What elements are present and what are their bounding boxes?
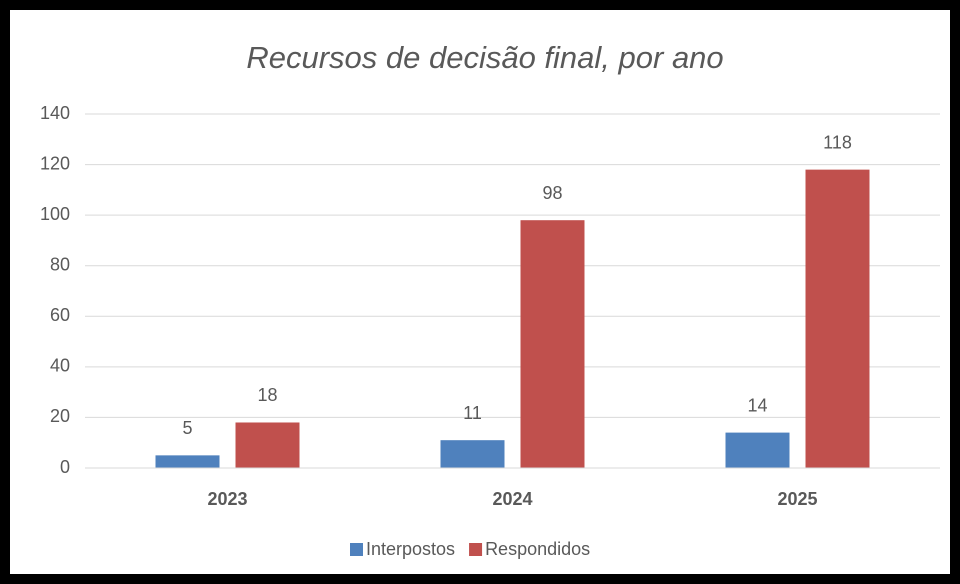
data-label: 14 bbox=[747, 395, 767, 415]
y-tick-label: 80 bbox=[50, 254, 70, 274]
y-tick-label: 40 bbox=[50, 356, 70, 376]
legend-swatch bbox=[350, 543, 363, 556]
bar bbox=[805, 169, 870, 468]
data-label: 11 bbox=[463, 403, 482, 423]
bar bbox=[155, 455, 220, 468]
bar bbox=[235, 422, 300, 468]
data-label: 118 bbox=[823, 132, 852, 152]
y-tick-label: 0 bbox=[60, 457, 70, 477]
bar bbox=[440, 440, 505, 468]
x-tick-label: 2024 bbox=[492, 489, 532, 509]
y-tick-label: 140 bbox=[40, 103, 70, 123]
bar bbox=[520, 220, 585, 468]
data-label: 5 bbox=[182, 418, 192, 438]
data-label: 18 bbox=[257, 385, 277, 405]
chart-background bbox=[10, 10, 950, 574]
legend-swatch bbox=[469, 543, 483, 556]
y-tick-label: 120 bbox=[40, 153, 70, 173]
y-tick-label: 100 bbox=[40, 204, 70, 224]
chart-title: Recursos de decisão final, por ano bbox=[246, 40, 723, 75]
x-tick-label: 2025 bbox=[777, 489, 817, 509]
x-tick-label: 2023 bbox=[207, 489, 247, 509]
y-tick-label: 20 bbox=[50, 406, 70, 426]
bar bbox=[725, 432, 790, 468]
legend-label: Interpostos bbox=[366, 539, 455, 559]
legend-label: Respondidos bbox=[485, 539, 590, 559]
data-label: 98 bbox=[542, 183, 562, 203]
y-tick-label: 60 bbox=[50, 305, 70, 325]
